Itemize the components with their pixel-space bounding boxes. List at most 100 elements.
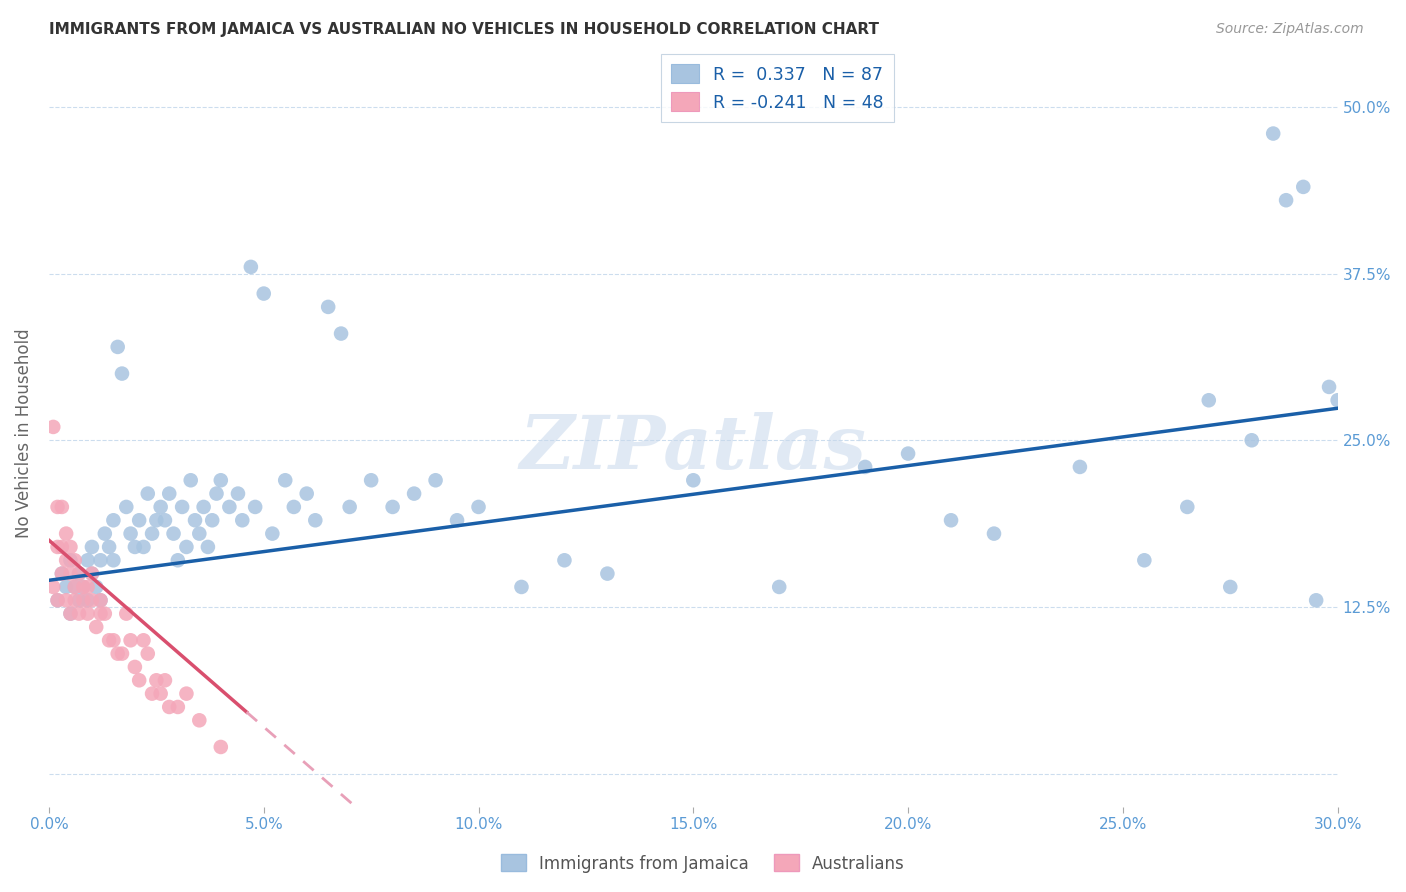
Point — [55, 593, 77, 607]
Point — [404, 486, 426, 500]
Point — [425, 473, 447, 487]
Point — [46, 593, 69, 607]
Point — [46, 593, 69, 607]
Point — [897, 447, 920, 461]
Point — [193, 500, 215, 514]
Point — [55, 553, 77, 567]
Point — [55, 526, 77, 541]
Point — [467, 500, 489, 514]
Point — [360, 473, 382, 487]
Point — [124, 540, 146, 554]
Point — [1198, 393, 1220, 408]
Point — [128, 513, 150, 527]
Point — [111, 367, 134, 381]
Point — [145, 673, 167, 688]
Point — [316, 300, 339, 314]
Point — [381, 500, 404, 514]
Point — [180, 473, 202, 487]
Point — [42, 420, 65, 434]
Point — [149, 687, 172, 701]
Point — [853, 459, 876, 474]
Point — [59, 553, 82, 567]
Point — [46, 500, 69, 514]
Point — [89, 607, 111, 621]
Point — [132, 540, 155, 554]
Point — [1240, 434, 1263, 448]
Point — [205, 486, 228, 500]
Point — [1275, 193, 1298, 207]
Point — [76, 580, 98, 594]
Point — [67, 566, 90, 581]
Point — [103, 513, 125, 527]
Point — [682, 473, 704, 487]
Point — [188, 526, 211, 541]
Point — [1292, 180, 1315, 194]
Point — [89, 553, 111, 567]
Point — [107, 647, 129, 661]
Point — [295, 486, 318, 500]
Point — [1133, 553, 1156, 567]
Point — [1175, 500, 1198, 514]
Point — [162, 526, 184, 541]
Text: ZIPatlas: ZIPatlas — [520, 412, 866, 484]
Legend: Immigrants from Jamaica, Australians: Immigrants from Jamaica, Australians — [495, 847, 911, 880]
Y-axis label: No Vehicles in Household: No Vehicles in Household — [15, 329, 32, 539]
Point — [67, 607, 90, 621]
Point — [59, 607, 82, 621]
Point — [1305, 593, 1327, 607]
Point — [510, 580, 533, 594]
Point — [145, 513, 167, 527]
Point — [166, 553, 188, 567]
Point — [128, 673, 150, 688]
Point — [172, 500, 194, 514]
Point — [72, 593, 94, 607]
Legend: R =  0.337   N = 87, R = -0.241   N = 48: R = 0.337 N = 87, R = -0.241 N = 48 — [661, 54, 894, 122]
Point — [768, 580, 790, 594]
Point — [76, 593, 98, 607]
Point — [184, 513, 207, 527]
Point — [94, 607, 117, 621]
Point — [153, 673, 176, 688]
Point — [59, 540, 82, 554]
Point — [84, 580, 107, 594]
Point — [136, 647, 159, 661]
Point — [176, 540, 198, 554]
Point — [304, 513, 326, 527]
Point — [231, 513, 253, 527]
Point — [51, 566, 73, 581]
Point — [253, 286, 276, 301]
Point — [80, 566, 103, 581]
Point — [157, 700, 180, 714]
Point — [42, 580, 65, 594]
Point — [201, 513, 224, 527]
Point — [209, 739, 232, 754]
Point — [94, 526, 117, 541]
Point — [72, 580, 94, 594]
Point — [46, 540, 69, 554]
Point — [63, 580, 86, 594]
Point — [115, 500, 138, 514]
Point — [59, 607, 82, 621]
Point — [176, 687, 198, 701]
Point — [103, 633, 125, 648]
Point — [243, 500, 266, 514]
Point — [141, 526, 163, 541]
Point — [67, 593, 90, 607]
Point — [197, 540, 219, 554]
Point — [67, 566, 90, 581]
Point — [80, 540, 103, 554]
Point — [89, 593, 111, 607]
Point — [63, 580, 86, 594]
Point — [84, 620, 107, 634]
Point — [1317, 380, 1340, 394]
Point — [1219, 580, 1241, 594]
Point — [149, 500, 172, 514]
Point — [51, 540, 73, 554]
Point — [124, 660, 146, 674]
Point — [1263, 127, 1285, 141]
Point — [80, 566, 103, 581]
Point — [262, 526, 284, 541]
Point — [76, 607, 98, 621]
Point — [120, 526, 142, 541]
Point — [132, 633, 155, 648]
